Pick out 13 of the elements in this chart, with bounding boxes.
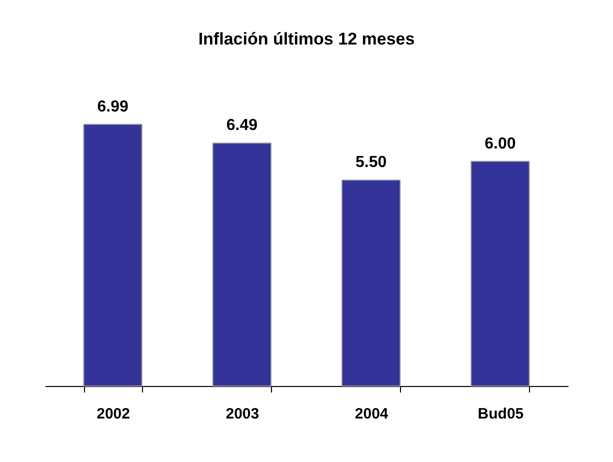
x-tick-label: 2003 bbox=[226, 406, 260, 422]
bar bbox=[83, 124, 142, 386]
data-label: 6.99 bbox=[97, 98, 128, 116]
data-label: 5.50 bbox=[356, 154, 387, 172]
x-tick-label: 2004 bbox=[354, 406, 389, 422]
bar bbox=[470, 160, 530, 386]
data-label: 6.49 bbox=[226, 117, 258, 134]
data-label: 6.00 bbox=[484, 135, 516, 152]
bar bbox=[342, 180, 401, 386]
x-tick-label: Bud05 bbox=[478, 406, 524, 422]
chart-title: Inflación últimos 12 meses bbox=[198, 29, 415, 48]
bar bbox=[212, 142, 272, 386]
x-tick-label: 2002 bbox=[96, 406, 130, 422]
